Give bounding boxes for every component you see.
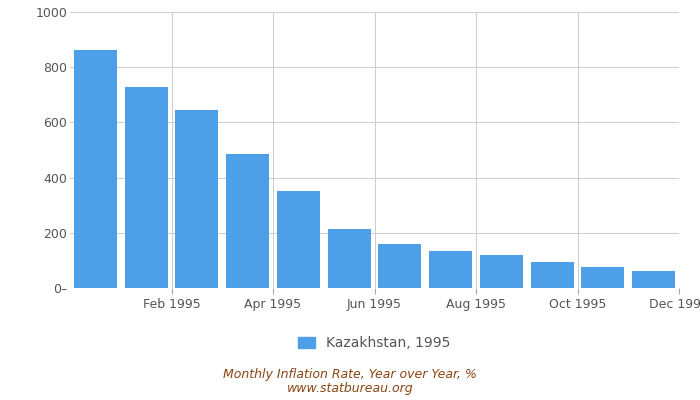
Bar xyxy=(328,229,371,288)
Bar xyxy=(276,191,320,288)
Bar xyxy=(581,267,624,288)
Bar xyxy=(125,87,168,288)
Bar xyxy=(480,255,523,288)
Bar xyxy=(429,251,472,288)
Bar xyxy=(378,244,421,288)
Bar xyxy=(632,271,676,288)
Bar xyxy=(226,154,270,288)
Bar xyxy=(175,110,218,288)
Bar xyxy=(531,262,574,288)
Text: www.statbureau.org: www.statbureau.org xyxy=(287,382,413,395)
Text: Monthly Inflation Rate, Year over Year, %: Monthly Inflation Rate, Year over Year, … xyxy=(223,368,477,381)
Legend: Kazakhstan, 1995: Kazakhstan, 1995 xyxy=(298,336,451,350)
Bar xyxy=(74,50,117,288)
